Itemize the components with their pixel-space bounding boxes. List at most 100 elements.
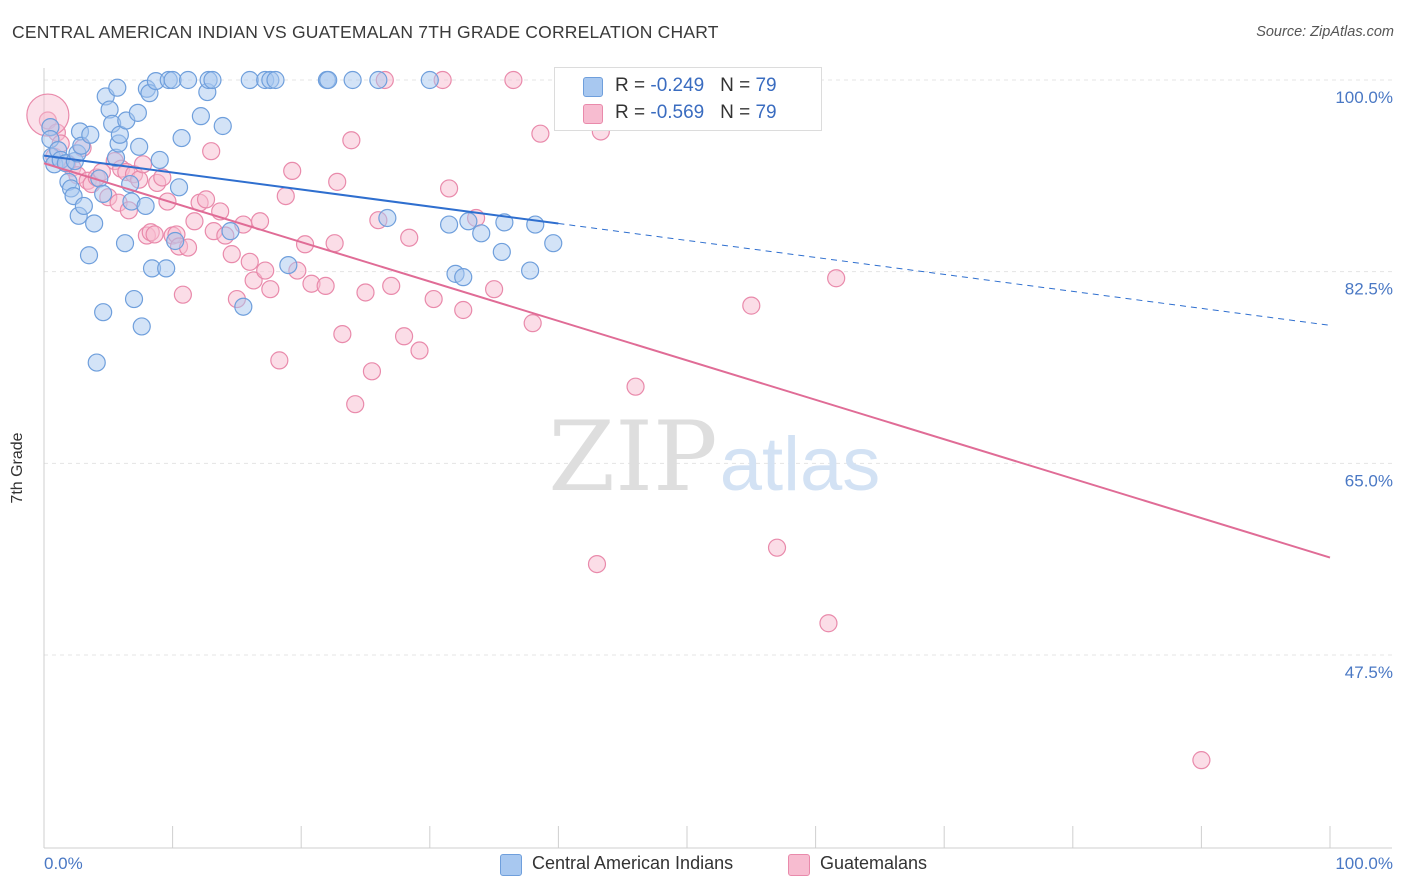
- data-point: [202, 142, 221, 161]
- data-point: [108, 78, 127, 97]
- data-point: [459, 212, 478, 231]
- data-point: [356, 283, 375, 302]
- data-point: [153, 168, 172, 187]
- stats-text: R = -0.249 N = 79: [615, 75, 777, 96]
- data-point: [128, 103, 147, 122]
- data-point: [454, 268, 473, 287]
- data-point: [827, 269, 846, 288]
- data-point: [256, 261, 275, 280]
- data-point: [521, 261, 540, 280]
- stats-swatch-pink: [583, 104, 603, 124]
- data-point: [325, 234, 344, 253]
- data-point: [343, 70, 362, 90]
- data-point: [240, 252, 259, 271]
- data-point: [319, 70, 338, 90]
- data-point: [196, 190, 216, 209]
- data-point: [145, 225, 164, 244]
- data-point: [523, 314, 542, 333]
- legend-label: Central American Indians: [532, 853, 734, 873]
- data-point: [244, 271, 263, 290]
- data-point: [150, 150, 169, 170]
- trend-line-guatemalans: [43, 162, 1331, 559]
- x-tick-label: 100.0%: [1335, 854, 1393, 873]
- data-point: [169, 178, 189, 197]
- data-point: [191, 107, 210, 126]
- stats-box: R = -0.249 N = 79 R = -0.569 N = 79: [554, 67, 822, 131]
- data-point: [94, 303, 113, 322]
- data-point: [369, 70, 388, 90]
- data-point: [420, 70, 439, 90]
- data-point: [485, 280, 504, 299]
- axes: [43, 68, 1392, 849]
- x-tick-label: 0.0%: [44, 854, 83, 873]
- data-point: [279, 255, 298, 275]
- data-point: [333, 324, 352, 344]
- data-point: [240, 70, 259, 90]
- series-central-american-indians: [41, 70, 563, 372]
- data-point: [172, 128, 191, 148]
- data-point: [346, 395, 365, 414]
- data-point: [316, 276, 335, 296]
- data-point: [213, 116, 232, 136]
- data-point: [819, 614, 838, 633]
- watermark-atlas: atlas: [720, 422, 881, 507]
- data-point: [132, 317, 151, 336]
- data-point: [328, 172, 347, 191]
- data-point: [283, 161, 302, 181]
- data-point: [166, 231, 185, 251]
- trend-lines: [43, 154, 1331, 559]
- data-point: [266, 70, 285, 90]
- trend-line-extension: [558, 222, 1331, 326]
- y-tick-label: 100.0%: [1335, 88, 1393, 107]
- legend-swatch-blue: [500, 854, 522, 876]
- watermark-zip: ZIP: [548, 401, 717, 513]
- stats-text: R = -0.569 N = 79: [615, 102, 777, 123]
- data-point: [124, 289, 144, 309]
- data-point: [261, 280, 280, 299]
- legend-swatch-pink: [788, 854, 810, 876]
- data-point: [492, 242, 511, 262]
- data-point: [157, 259, 176, 278]
- data-point: [130, 137, 149, 156]
- data-point: [203, 70, 222, 90]
- data-point: [382, 276, 401, 296]
- data-point: [424, 289, 443, 309]
- data-point: [767, 538, 787, 557]
- data-point: [173, 285, 192, 304]
- data-point: [115, 234, 135, 253]
- data-point: [79, 246, 99, 265]
- data-point: [410, 341, 429, 360]
- data-point: [87, 353, 106, 372]
- data-point: [185, 212, 204, 231]
- data-point: [504, 70, 523, 90]
- data-point: [85, 214, 104, 233]
- y-tick-label: 65.0%: [1345, 471, 1393, 490]
- gridlines: [44, 79, 1394, 656]
- tick-labels: 100.0% 82.5% 65.0% 47.5% 0.0% 100.0%: [44, 88, 1393, 873]
- y-tick-label: 47.5%: [1345, 663, 1393, 682]
- data-point: [81, 125, 100, 144]
- data-point: [94, 184, 113, 204]
- data-point: [626, 377, 645, 396]
- data-point: [400, 228, 419, 247]
- data-point: [439, 179, 459, 198]
- data-point: [544, 234, 563, 253]
- data-point: [136, 196, 155, 216]
- data-point: [342, 131, 361, 150]
- chart-title: CENTRAL AMERICAN INDIAN VS GUATEMALAN 7T…: [12, 22, 719, 42]
- data-point: [495, 213, 514, 232]
- data-point: [270, 351, 289, 370]
- legend: Central American Indians Guatemalans: [0, 852, 1406, 878]
- data-point: [163, 70, 182, 90]
- data-point: [74, 196, 93, 216]
- legend-label: Guatemalans: [820, 853, 928, 873]
- data-point: [742, 296, 761, 315]
- data-point: [362, 362, 382, 381]
- data-point: [178, 70, 198, 90]
- data-point: [587, 554, 607, 574]
- chart-source: Source: ZipAtlas.com: [1256, 24, 1394, 40]
- data-point: [276, 186, 295, 206]
- stats-swatch-blue: [583, 77, 603, 97]
- data-point: [531, 124, 550, 143]
